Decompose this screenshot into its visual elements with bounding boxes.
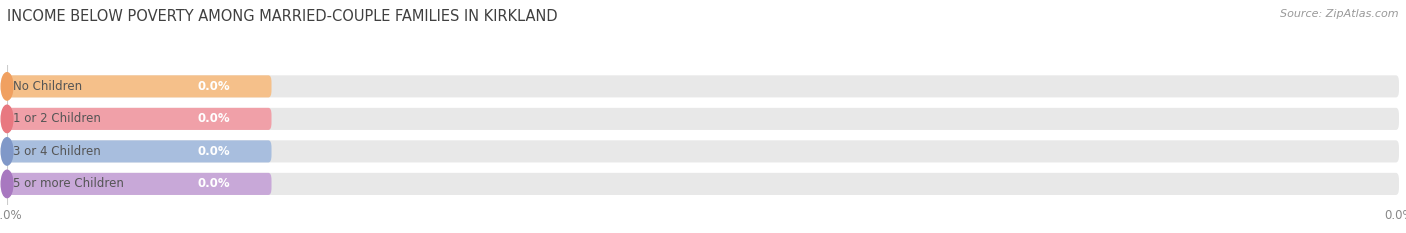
Text: INCOME BELOW POVERTY AMONG MARRIED-COUPLE FAMILIES IN KIRKLAND: INCOME BELOW POVERTY AMONG MARRIED-COUPL… — [7, 9, 558, 24]
FancyBboxPatch shape — [7, 140, 271, 162]
Circle shape — [1, 138, 13, 165]
Text: 0.0%: 0.0% — [197, 112, 229, 125]
Text: 0.0%: 0.0% — [197, 80, 229, 93]
FancyBboxPatch shape — [7, 173, 271, 195]
Text: No Children: No Children — [13, 80, 83, 93]
FancyBboxPatch shape — [7, 140, 1399, 162]
Text: 1 or 2 Children: 1 or 2 Children — [13, 112, 101, 125]
Circle shape — [1, 170, 13, 198]
FancyBboxPatch shape — [7, 75, 1399, 97]
Text: 0.0%: 0.0% — [197, 177, 229, 190]
Text: 0.0%: 0.0% — [197, 145, 229, 158]
FancyBboxPatch shape — [7, 108, 1399, 130]
FancyBboxPatch shape — [7, 108, 271, 130]
Text: Source: ZipAtlas.com: Source: ZipAtlas.com — [1281, 9, 1399, 19]
Text: 5 or more Children: 5 or more Children — [13, 177, 124, 190]
FancyBboxPatch shape — [7, 173, 1399, 195]
Text: 3 or 4 Children: 3 or 4 Children — [13, 145, 101, 158]
FancyBboxPatch shape — [7, 75, 271, 97]
Circle shape — [1, 105, 13, 133]
Circle shape — [1, 73, 13, 100]
